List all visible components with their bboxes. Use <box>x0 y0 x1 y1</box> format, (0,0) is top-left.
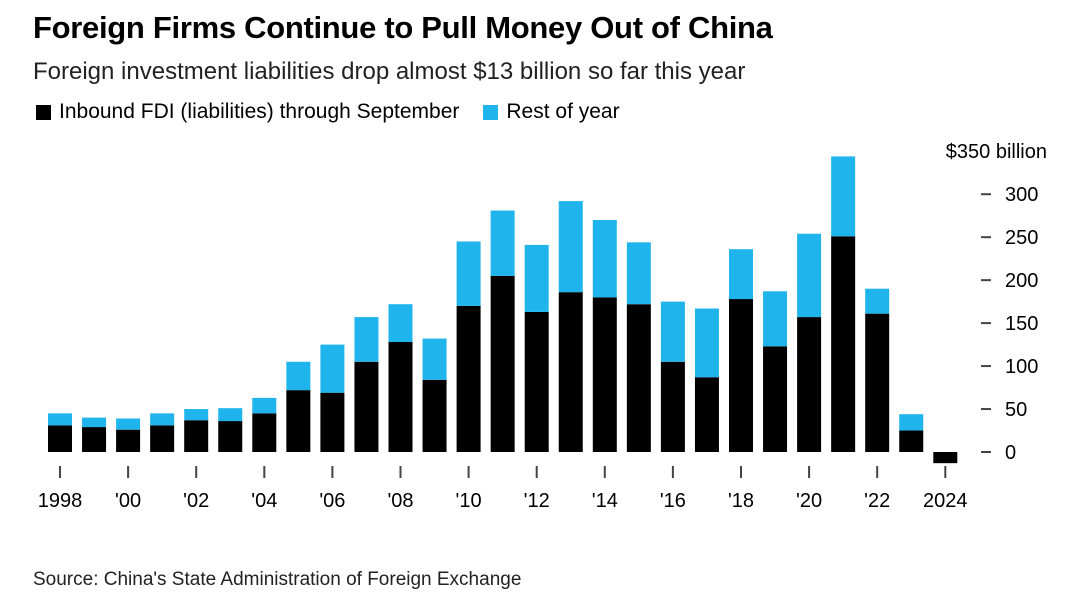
x-tick-label: '04 <box>251 490 277 512</box>
bar-through-september-2008 <box>388 342 413 452</box>
bar-rest-of-year-1999 <box>82 417 107 428</box>
bar-rest-of-year-2001 <box>150 413 175 426</box>
x-tick-label: '18 <box>728 490 754 512</box>
bar-through-september-2019 <box>763 346 788 452</box>
legend: Inbound FDI (liabilities) through Septem… <box>36 100 644 124</box>
bar-through-september-2014 <box>592 297 617 452</box>
bar-through-september-2016 <box>660 361 685 452</box>
bar-through-september-2001 <box>150 425 175 452</box>
bar-through-september-2022 <box>865 313 890 452</box>
x-tick-label: 1998 <box>38 490 83 512</box>
legend-item-through-september: Inbound FDI (liabilities) through Septem… <box>36 100 459 124</box>
bar-through-september-2009 <box>422 379 447 452</box>
bar-rest-of-year-2000 <box>116 418 141 430</box>
bar-rest-of-year-2021 <box>831 156 856 237</box>
legend-swatch-rest-of-year <box>483 104 499 120</box>
bar-through-september-2021 <box>831 236 856 452</box>
x-tick-label: '16 <box>660 490 686 512</box>
y-tick-label: 100 <box>1005 356 1038 378</box>
bar-through-september-2007 <box>354 361 379 452</box>
x-tick-label: '10 <box>456 490 482 512</box>
bar-through-september-1999 <box>82 427 107 452</box>
x-tick-label: '22 <box>864 490 890 512</box>
bar-rest-of-year-2010 <box>456 241 481 306</box>
x-tick-label: '20 <box>796 490 822 512</box>
bar-rest-of-year-2023 <box>899 414 924 431</box>
chart-title: Foreign Firms Continue to Pull Money Out… <box>33 10 773 45</box>
bar-through-september-1998 <box>48 425 72 452</box>
bar-through-september-2004 <box>252 413 277 452</box>
x-tick-label: 2024 <box>923 490 968 512</box>
x-tick-label: '08 <box>387 490 413 512</box>
bar-through-september-2023 <box>899 430 924 452</box>
bar-rest-of-year-2014 <box>592 219 617 298</box>
chart-subtitle: Foreign investment liabilities drop almo… <box>33 58 746 85</box>
bar-rest-of-year-2003 <box>218 408 243 422</box>
legend-swatch-through-september <box>36 104 51 120</box>
bar-rest-of-year-2004 <box>252 397 277 414</box>
x-tick-label: '06 <box>319 490 345 512</box>
bar-rest-of-year-2017 <box>694 308 719 378</box>
bar-rest-of-year-2005 <box>286 361 311 391</box>
bar-rest-of-year-2006 <box>320 344 345 393</box>
bar-rest-of-year-2019 <box>763 291 788 347</box>
bar-rest-of-year-2013 <box>558 201 583 293</box>
source-note: Source: China's State Administration of … <box>33 569 522 590</box>
y-tick-label: 150 <box>1005 313 1038 335</box>
bar-through-september-2015 <box>626 304 651 452</box>
bar-rest-of-year-2011 <box>490 210 515 276</box>
bar-through-september-2024 <box>933 452 958 464</box>
bar-through-september-2012 <box>524 311 549 452</box>
bar-through-september-2017 <box>694 377 719 452</box>
bar-rest-of-year-2007 <box>354 317 379 362</box>
y-tick-label: 200 <box>1005 270 1038 292</box>
y-tick-label: 0 <box>1005 442 1016 464</box>
bar-rest-of-year-2009 <box>422 338 447 380</box>
bar-through-september-2010 <box>456 305 481 452</box>
bar-rest-of-year-2016 <box>660 301 685 362</box>
bar-through-september-2006 <box>320 392 345 452</box>
legend-label-through-september: Inbound FDI (liabilities) through Septem… <box>59 100 460 123</box>
bar-rest-of-year-1998 <box>48 413 72 426</box>
x-tick-label: '00 <box>115 490 141 512</box>
bar-through-september-2000 <box>116 429 141 452</box>
y-axis-top-label: $350 billion <box>946 141 1047 163</box>
x-tick-label: '14 <box>592 490 618 512</box>
bar-rest-of-year-2015 <box>626 242 651 305</box>
bar-through-september-2020 <box>797 317 822 452</box>
bar-rest-of-year-2012 <box>524 244 549 312</box>
y-tick-label: 250 <box>1005 227 1038 249</box>
bar-through-september-2002 <box>184 420 209 452</box>
legend-item-rest-of-year: Rest of year <box>483 100 620 124</box>
y-tick-label: 50 <box>1005 399 1027 421</box>
bar-rest-of-year-2020 <box>797 233 822 318</box>
bar-through-september-2005 <box>286 390 311 452</box>
bar-through-september-2011 <box>490 275 515 452</box>
bar-through-september-2003 <box>218 421 243 452</box>
bar-through-september-2018 <box>729 299 753 452</box>
bar-rest-of-year-2022 <box>865 288 890 314</box>
y-tick-label: 300 <box>1005 184 1038 206</box>
x-tick-label: '12 <box>524 490 550 512</box>
bar-rest-of-year-2018 <box>729 249 753 300</box>
bar-rest-of-year-2008 <box>388 304 413 343</box>
bar-rest-of-year-2002 <box>184 409 209 421</box>
bar-through-september-2013 <box>558 292 583 452</box>
x-tick-label: '02 <box>183 490 209 512</box>
legend-label-rest-of-year: Rest of year <box>506 100 620 123</box>
